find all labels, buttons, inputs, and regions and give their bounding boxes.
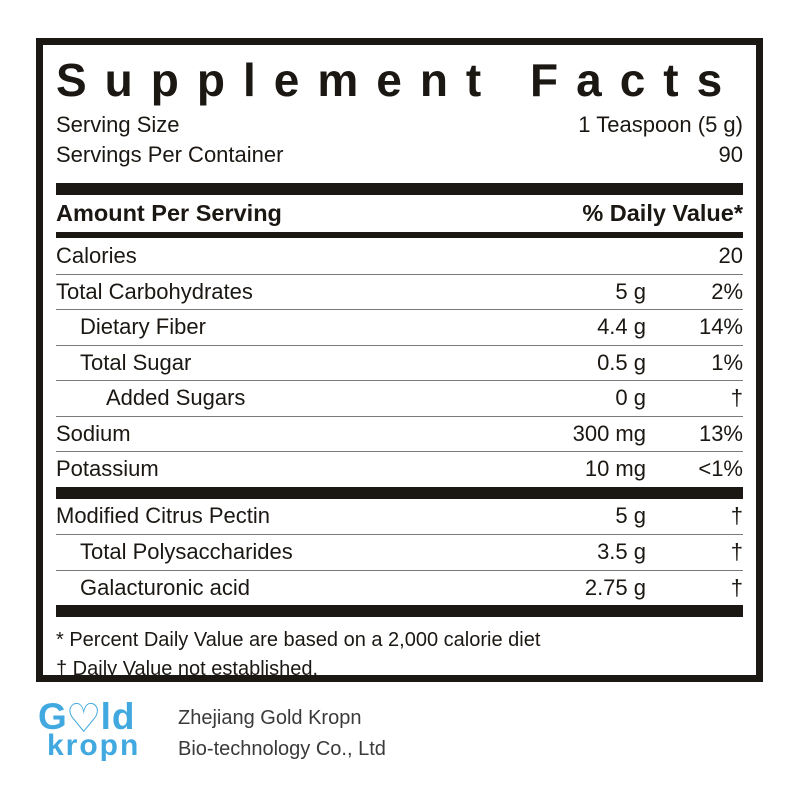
footnotes: * Percent Daily Value are based on a 2,0… [56, 617, 743, 684]
table-row-galacturonic-acid: Galacturonic acid 2.75 g † [56, 569, 743, 606]
nutrient-name: Modified Citrus Pectin [56, 503, 270, 529]
nutrient-name: Total Carbohydrates [56, 278, 253, 304]
serving-size-label: Serving Size [56, 112, 180, 137]
table-row-sodium: Sodium 300 mg 13% [56, 415, 743, 452]
nutrient-amount: 5 g [615, 503, 646, 529]
heart-icon: ♡ [65, 696, 103, 742]
divider-thick-bottom [56, 605, 743, 617]
footnote-daily-value-not-established: † Daily Value not established. [56, 658, 319, 680]
logo-letters-ld: ld [100, 696, 136, 737]
header-amount-per-serving: Amount Per Serving [56, 200, 282, 226]
gold-kropn-logo: G♡ld kropn [38, 698, 156, 762]
logo-letter-g: G [38, 696, 68, 737]
divider-medium [56, 232, 743, 238]
nutrient-name: Dietary Fiber [80, 314, 206, 340]
divider-thick-middle [56, 486, 743, 499]
nutrient-amount: 0 g [615, 385, 646, 411]
table-row-total-carbohydrates: Total Carbohydrates 5 g 2% [56, 273, 743, 310]
nutrient-amount: 2.75 g [584, 574, 646, 600]
nutrient-dv: 1% [711, 349, 743, 375]
nutrient-amount: 3.5 g [597, 539, 646, 565]
table-row-potassium: Potassium 10 mg <1% [56, 451, 743, 487]
divider-thick-top [56, 183, 743, 195]
nutrient-name: Added Sugars [106, 385, 246, 411]
servings-label: Servings Per Container [56, 142, 284, 167]
nutrient-name: Total Sugar [80, 349, 192, 375]
table-row-dietary-fiber: Dietary Fiber 4.4 g 14% [56, 309, 743, 345]
table-row-modified-citrus-pectin: Modified Citrus Pectin 5 g † [56, 499, 743, 535]
company-name-line1: Zhejiang Gold Kropn [178, 707, 362, 729]
nutrient-dv: 20 [718, 242, 743, 268]
table-row-total-polysaccharides: Total Polysaccharides 3.5 g † [56, 534, 743, 570]
nutrient-group-blend: Modified Citrus Pectin 5 g † Total Polys… [56, 499, 743, 606]
nutrient-amount: 300 mg [572, 420, 646, 446]
table-row-added-sugars: Added Sugars 0 g † [56, 380, 743, 416]
brand-footer: G♡ld kropn Zhejiang Gold Kropn Bio-techn… [38, 698, 386, 765]
logo-line-gold: G♡ld [38, 698, 156, 739]
serving-size-row: Serving Size 1 Teaspoon (5 g) [56, 110, 743, 140]
table-row-calories: Calories 20 [56, 238, 743, 274]
nutrient-amount: 0.5 g [597, 349, 646, 375]
nutrient-dv: 14% [698, 314, 743, 340]
servings-per-container-row: Servings Per Container 90 [56, 140, 743, 170]
nutrient-dv: <1% [698, 456, 743, 482]
company-name-line2: Bio-technology Co., Ltd [178, 738, 386, 760]
footnote-percent-daily-value: * Percent Daily Value are based on a 2,0… [56, 629, 541, 651]
nutrient-dv: † [730, 503, 743, 529]
supplement-facts-panel: Supplement Facts Serving Size 1 Teaspoon… [36, 38, 763, 682]
nutrient-amount: 4.4 g [597, 314, 646, 340]
nutrient-group-main: Calories 20 Total Carbohydrates 5 g 2% D… [56, 238, 743, 487]
header-daily-value: % Daily Value* [582, 200, 743, 226]
nutrient-name: Galacturonic acid [80, 574, 250, 600]
nutrient-dv: 13% [698, 420, 743, 446]
nutrient-name: Sodium [56, 420, 131, 446]
servings-value: 90 [718, 142, 743, 167]
table-row-total-sugar: Total Sugar 0.5 g 1% [56, 344, 743, 381]
serving-size-value: 1 Teaspoon (5 g) [578, 112, 743, 137]
nutrient-name: Total Polysaccharides [80, 539, 293, 565]
table-header-row: Amount Per Serving % Daily Value* [56, 195, 743, 232]
nutrient-dv: † [730, 539, 743, 565]
nutrient-dv: † [730, 574, 743, 600]
panel-title: Supplement Facts [56, 54, 741, 106]
nutrient-name: Calories [56, 242, 137, 268]
logo-line-kropn: kropn [47, 729, 141, 762]
company-name: Zhejiang Gold Kropn Bio-technology Co., … [178, 700, 386, 765]
nutrient-amount: 5 g [615, 278, 646, 304]
nutrient-dv: 2% [711, 278, 743, 304]
nutrient-amount: 10 mg [584, 456, 646, 482]
nutrient-dv: † [730, 385, 743, 411]
nutrient-name: Potassium [56, 456, 159, 482]
